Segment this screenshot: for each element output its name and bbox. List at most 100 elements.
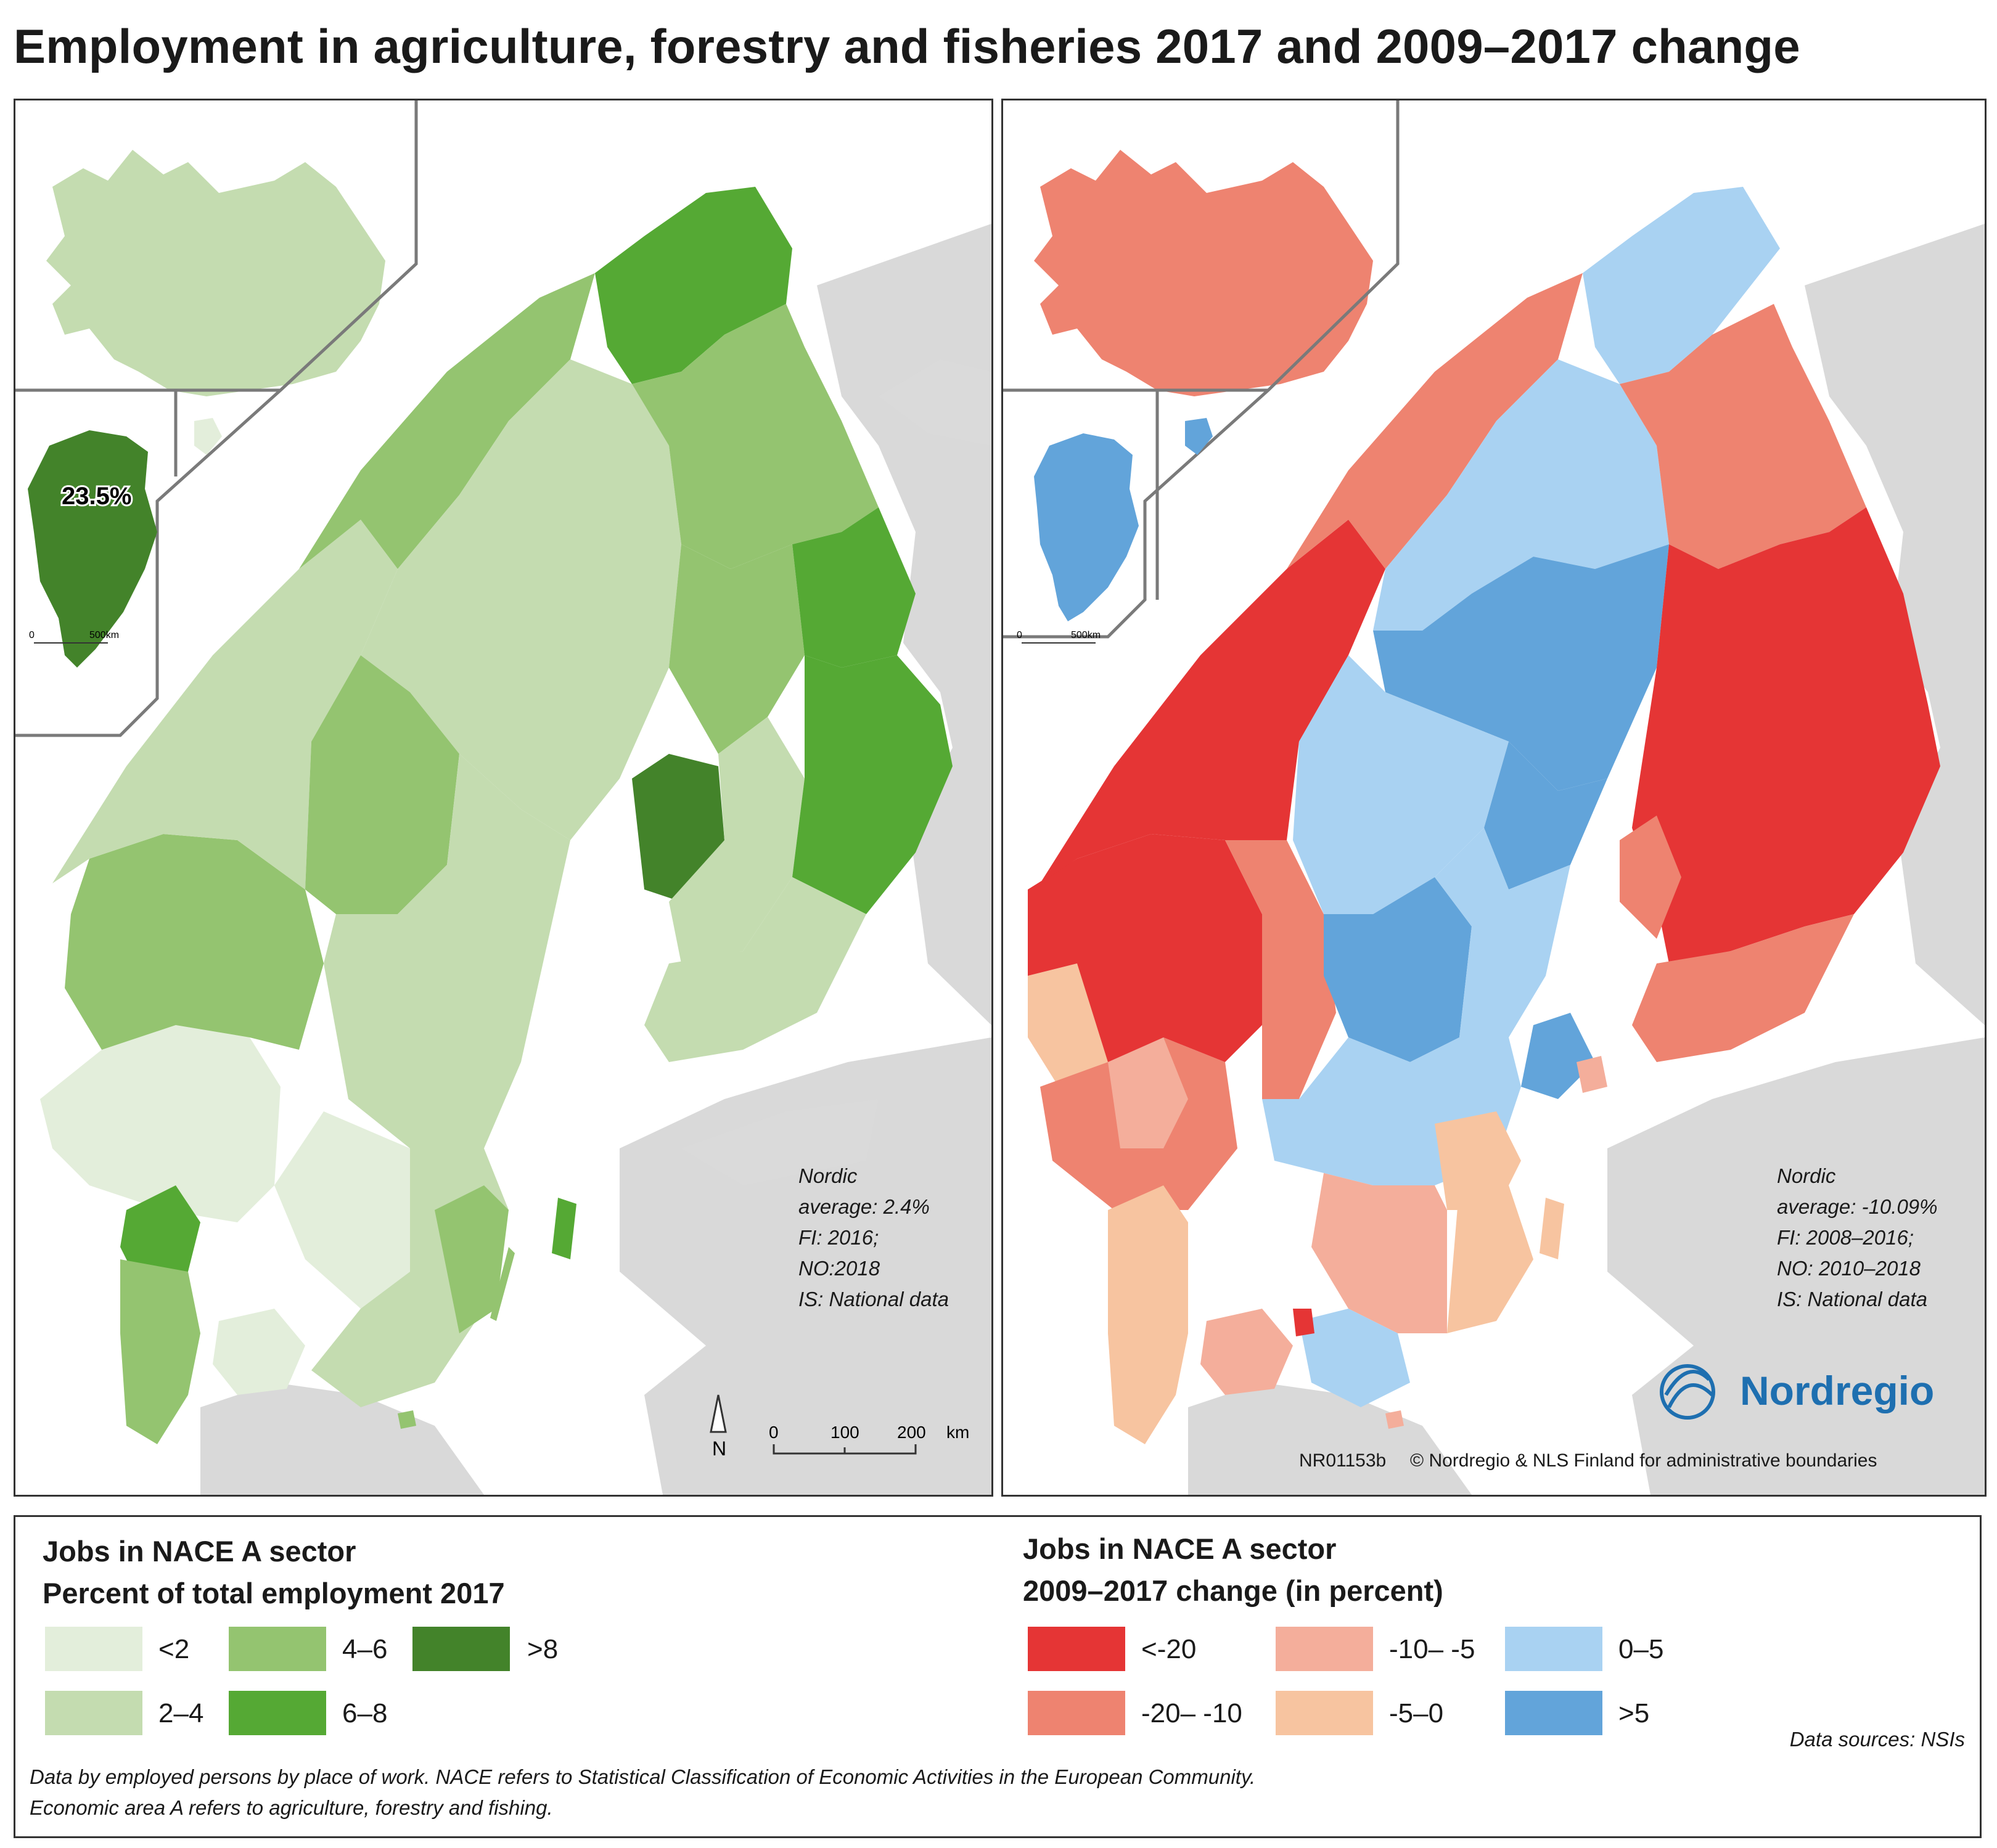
aland-shape bbox=[1577, 1056, 1607, 1093]
footnote-line-2: Economic area A refers to agriculture, f… bbox=[30, 1796, 553, 1819]
legend-swatch-lt2 bbox=[45, 1627, 142, 1671]
greenland-shape bbox=[28, 430, 157, 668]
finland-east bbox=[792, 655, 953, 914]
sweden-north bbox=[361, 359, 681, 840]
scale-tick-100: 100 bbox=[830, 1423, 859, 1442]
map-id: NR01153b bbox=[1299, 1450, 1387, 1471]
norway-middle-region bbox=[52, 520, 398, 889]
sweden-south-east bbox=[1447, 1185, 1533, 1333]
legend-label-4to6: 4–6 bbox=[342, 1634, 388, 1664]
estonia-land bbox=[681, 1099, 879, 1185]
legend-swatch-6to8 bbox=[229, 1691, 326, 1735]
map-panel-change-2009-2017: 0 500km bbox=[1001, 99, 1987, 1497]
gotland-shape bbox=[552, 1198, 576, 1259]
sweden-middle bbox=[324, 754, 570, 1148]
legend-right-title-2: 2009–2017 change (in percent) bbox=[1023, 1574, 1443, 1607]
legend-swatch-ltm20 bbox=[1028, 1627, 1125, 1671]
sweden-jamtland bbox=[1293, 655, 1509, 914]
scale-tick-0: 0 bbox=[769, 1423, 779, 1442]
greenland-shape bbox=[1034, 433, 1139, 621]
sweden-kalmar bbox=[435, 1185, 509, 1333]
sweden-south-west bbox=[274, 1111, 410, 1309]
footnote-line-1: Data by employed persons by place of wor… bbox=[30, 1765, 1256, 1788]
inset-frame bbox=[1003, 100, 1400, 639]
north-label: N bbox=[712, 1437, 726, 1460]
kola-land bbox=[879, 359, 991, 446]
nordregio-brand: Nordregio bbox=[1740, 1368, 1935, 1413]
legend-left-title-1: Jobs in NACE A sector bbox=[43, 1535, 356, 1568]
svalbard-shape bbox=[194, 418, 222, 455]
inset-scale-end: 500km bbox=[89, 630, 119, 640]
legend-swatch-m20m10 bbox=[1028, 1691, 1125, 1735]
scale-tick-200: 200 bbox=[897, 1423, 926, 1442]
data-sources: Data sources: NSIs bbox=[1789, 1728, 1965, 1751]
legend-swatch-2to4 bbox=[45, 1691, 142, 1735]
scale-unit: km bbox=[946, 1423, 969, 1442]
page-title: Employment in agriculture, forestry and … bbox=[14, 19, 1800, 73]
baltic-land bbox=[1607, 1037, 1985, 1495]
legend-label-ltm20: <-20 bbox=[1141, 1634, 1197, 1664]
norway-north bbox=[1287, 273, 1583, 569]
legend-swatch-m10m5 bbox=[1276, 1627, 1373, 1671]
finland-south bbox=[644, 877, 866, 1062]
nordregio-logo-icon bbox=[1660, 1364, 1715, 1420]
sweden-norrbotten bbox=[1373, 359, 1669, 631]
legend-box: Jobs in NACE A sector Percent of total e… bbox=[14, 1515, 1982, 1838]
inset-scale-start: 0 bbox=[1017, 630, 1022, 640]
finland-kainuu bbox=[792, 507, 916, 668]
sweden-stockholm bbox=[1521, 1013, 1595, 1099]
norway-west-region bbox=[65, 834, 324, 1050]
denmark-jutland-north bbox=[120, 1185, 200, 1284]
germany-land bbox=[1188, 1383, 1472, 1495]
legend-swatch-0to5 bbox=[1505, 1627, 1602, 1671]
norway-finnmark bbox=[1583, 187, 1780, 384]
legend-label-gt5: >5 bbox=[1618, 1698, 1650, 1728]
legend-swatch-m5to0 bbox=[1276, 1691, 1373, 1735]
sweden-gavleborg bbox=[1435, 828, 1570, 1037]
germany-land bbox=[200, 1383, 484, 1495]
iceland-shape bbox=[46, 150, 385, 396]
map-change-2009-2017: 0 500km bbox=[1003, 100, 1985, 1495]
denmark-jutland bbox=[1108, 1185, 1188, 1444]
finland-central bbox=[669, 717, 805, 963]
finland-lapland bbox=[1620, 304, 1866, 569]
left-map-note: Nordic average: 2.4% FI: 2016; NO:2018 I… bbox=[798, 1164, 949, 1310]
map-share-2017: 23.5% 0 500km N bbox=[15, 100, 991, 1495]
sweden-vasterbotten bbox=[1373, 544, 1669, 791]
greenland-value-label: 23.5% bbox=[62, 483, 131, 510]
sweden-dalarna bbox=[1324, 877, 1472, 1062]
iceland-shape bbox=[1034, 150, 1373, 396]
denmark-islands bbox=[1200, 1309, 1293, 1395]
finland-south bbox=[1632, 914, 1854, 1062]
footnote: Data by employed persons by place of wor… bbox=[30, 1762, 1255, 1823]
legend-label-lt2: <2 bbox=[158, 1634, 190, 1664]
sweden-skane bbox=[1299, 1309, 1410, 1407]
copyright: © Nordregio & NLS Finland for administra… bbox=[1410, 1450, 1877, 1471]
legend-swatch-gt5 bbox=[1505, 1691, 1602, 1735]
norway-agder bbox=[1108, 1037, 1188, 1148]
norway-north-region bbox=[299, 273, 595, 569]
north-arrow bbox=[710, 1394, 727, 1433]
bornholm-shape bbox=[398, 1410, 416, 1429]
legend-swatch-4to6 bbox=[229, 1627, 326, 1671]
legend-label-m5to0: -5–0 bbox=[1389, 1698, 1444, 1728]
finland-lapland bbox=[632, 304, 879, 569]
bornholm-shape bbox=[1385, 1410, 1404, 1429]
norway-finnmark bbox=[595, 187, 792, 384]
norway-south-region bbox=[40, 1025, 281, 1222]
legend-left-title-2: Percent of total employment 2017 bbox=[43, 1577, 505, 1609]
finland-south-west bbox=[1620, 816, 1681, 939]
legend-label-0to5: 0–5 bbox=[1618, 1634, 1664, 1664]
sweden-south bbox=[1311, 1173, 1447, 1333]
sweden-jamtland bbox=[305, 655, 459, 914]
legend-swatch-gt8 bbox=[412, 1627, 510, 1671]
legend-label-6to8: 6–8 bbox=[342, 1698, 388, 1728]
norway-west bbox=[1028, 834, 1262, 1062]
finland-north-ostrobothnia bbox=[1632, 507, 1940, 963]
legend-label-m10m5: -10– -5 bbox=[1389, 1634, 1475, 1664]
norway-innlandet bbox=[1225, 840, 1336, 1099]
legend-label-2to4: 2–4 bbox=[158, 1698, 204, 1728]
map-panel-share-2017: 23.5% 0 500km N bbox=[14, 99, 993, 1497]
inset-scale-start: 0 bbox=[29, 630, 35, 640]
denmark-jutland bbox=[120, 1259, 200, 1444]
